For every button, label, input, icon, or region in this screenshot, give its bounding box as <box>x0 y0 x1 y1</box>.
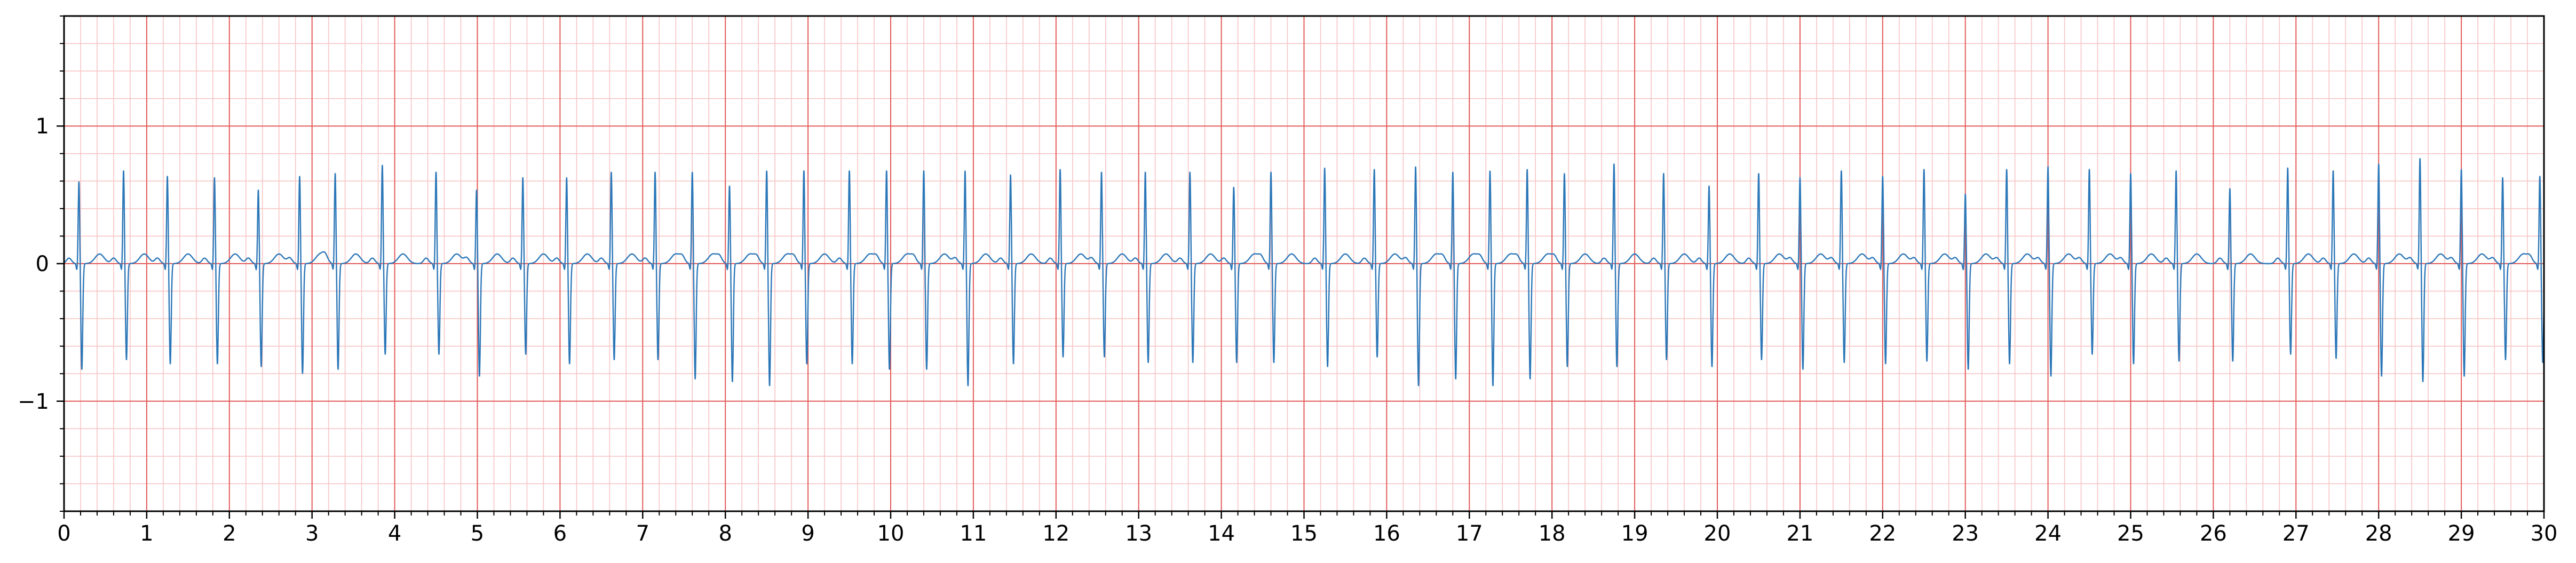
x-tick-label: 6 <box>553 521 567 546</box>
x-tick-label: 8 <box>718 521 732 546</box>
x-tick-label: 7 <box>636 521 649 546</box>
ecg-trace-line <box>64 158 2545 387</box>
x-tick-label: 22 <box>1869 521 1896 546</box>
x-tick-label: 16 <box>1373 521 1400 546</box>
x-tick-label: 14 <box>1208 521 1235 546</box>
y-axis: −1 0 1 <box>18 15 64 512</box>
x-tick-label: 20 <box>1704 521 1731 546</box>
x-tick-label: 13 <box>1125 521 1152 546</box>
x-tick-label: 23 <box>1952 521 1979 546</box>
x-tick-label: 21 <box>1786 521 1813 546</box>
x-tick-label: 18 <box>1539 521 1566 546</box>
x-tick-label: 12 <box>1042 521 1069 546</box>
x-tick-label: 10 <box>877 521 905 546</box>
ecg-trace-layer <box>64 158 2545 387</box>
x-tick-label: 15 <box>1290 521 1318 546</box>
y-tick-label: −1 <box>18 390 49 414</box>
x-tick-label: 5 <box>471 521 484 546</box>
x-axis: 0 1 2 3 4 5 6 7 8 9 10 11 12 13 14 15 16 17 18 19 20 21 22 23 24… <box>57 511 2557 546</box>
x-tick-label: 2 <box>223 521 236 546</box>
x-tick-label: 28 <box>2365 521 2392 546</box>
x-tick-label: 1 <box>140 521 153 546</box>
x-tick-label: 19 <box>1621 521 1648 546</box>
major-grid <box>64 16 2545 511</box>
x-tick-label: 3 <box>305 521 319 546</box>
x-tick-label: 25 <box>2117 521 2144 546</box>
x-tick-label: 29 <box>2448 521 2475 546</box>
x-tick-label: 4 <box>388 521 401 546</box>
x-tick-label: 26 <box>2200 521 2227 546</box>
x-tick-label: 24 <box>2034 521 2062 546</box>
x-tick-label: 11 <box>960 521 987 546</box>
x-tick-label: 30 <box>2531 521 2558 546</box>
x-tick-label: 9 <box>801 521 814 546</box>
x-tick-label: 27 <box>2282 521 2310 546</box>
y-tick-label: 0 <box>36 252 49 276</box>
x-tick-label: 17 <box>1456 521 1483 546</box>
y-tick-label: 1 <box>36 114 49 139</box>
x-tick-label: 0 <box>57 521 70 546</box>
